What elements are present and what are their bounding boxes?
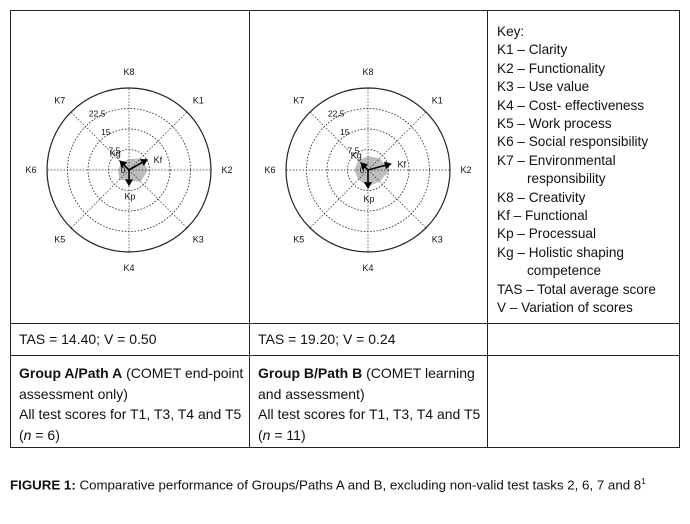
key-legend: Key: K1 – Clarity K2 – Functionality K3 – … (497, 23, 681, 318)
axis-label-k1: K1 (193, 96, 204, 106)
group-a-scores: All test scores for T1, T3, T4 and T5 (19, 406, 242, 423)
group-b-subtitle: (COMET learning and assessment) (258, 365, 475, 402)
axis-label-k5: K5 (54, 234, 65, 244)
arrow-kg-head (360, 162, 368, 170)
group-b-description: Group B/Path B (COMET learning and asses… (258, 363, 490, 445)
ring-label: 22,5 (89, 109, 106, 119)
column-divider-2 (487, 11, 488, 447)
arrow-kg-head (119, 160, 128, 169)
outer-ring (46, 87, 212, 253)
key-item: Kg – Holistic shaping (497, 244, 624, 260)
key-item: K1 – Clarity (497, 42, 568, 58)
outer-ring (285, 87, 451, 253)
arrow-kp-head (125, 179, 133, 187)
key-item-continuation: competence (527, 263, 602, 279)
tas-group-b: TAS = 19.20; V = 0.24 (258, 331, 396, 347)
axis-label-k4: K4 (362, 263, 373, 273)
spoke-line (70, 169, 130, 229)
grid-ring (87, 128, 171, 212)
key-item: K4 – Cost- effectiveness (497, 97, 645, 113)
arrow-kf-head (384, 161, 392, 170)
key-list: K1 – Clarity K2 – Functionality K3 – Use v… (497, 41, 681, 317)
figure-caption: FIGURE 1: Comparative performance of Gro… (10, 472, 670, 494)
spoke-line (128, 169, 188, 229)
figure-table: 0 7,5 15 22,5 K1 K2 K3 K4 K5 K6 K7 K8 Kf Kg Kp 0 7,5 15 2… (10, 10, 680, 448)
spoke-line (367, 169, 427, 229)
key-title: Key: (497, 24, 525, 39)
group-b-n-value: = 11) (270, 426, 306, 443)
ring-label: 0 (360, 165, 365, 175)
column-divider-1 (249, 11, 250, 447)
key-item: K2 – Functionality (497, 60, 606, 76)
key-item: K3 – Use value (497, 79, 590, 95)
row-divider-1 (11, 323, 679, 324)
caption-label: FIGURE 1: (10, 477, 76, 493)
axis-label-k8: K8 (362, 67, 373, 77)
arrow-label-kf: Kf (154, 155, 163, 165)
group-a-n-symbol: n (23, 426, 32, 443)
ring-label: 15 (340, 127, 350, 137)
ring-label: 7,5 (108, 146, 120, 156)
key-item: K6 – Social responsibility (497, 134, 649, 150)
axis-label-k8: K8 (123, 67, 134, 77)
key-item: V – Variation of scores (497, 300, 633, 316)
spoke-line (309, 169, 369, 229)
spoke-line (128, 111, 188, 171)
radar-chart-group-b: 0 7,5 15 22,5 K1 K2 K3 K4 K5 K6 K7 K8 Kf Kg Kp (250, 11, 488, 323)
group-a-n-value: = 6) (31, 426, 60, 443)
axis-label-k5: K5 (293, 234, 304, 244)
group-a-n-open: ( (19, 426, 24, 443)
arrow-kp-head (364, 182, 372, 190)
axis-label-k1: K1 (432, 96, 443, 106)
group-a-title: Group A/Path A (19, 365, 123, 381)
axis-label-k7: K7 (293, 96, 304, 106)
group-b-n-open: ( (258, 426, 263, 443)
key-item-continuation: responsibility (527, 171, 606, 187)
arrow-kf-head (139, 159, 148, 166)
caption-footnote: 1 (641, 477, 646, 486)
key-item: Kf – Functional (497, 208, 588, 224)
ring-label: 15 (101, 127, 111, 137)
row-divider-2 (11, 355, 679, 356)
group-b-scores: All test scores for T1, T3, T4 and T5 (258, 406, 481, 423)
arrow-kf-shaft (128, 161, 143, 171)
key-item: Kp – Processual (497, 226, 596, 242)
arrow-kg-shaft (364, 166, 369, 171)
spoke-line (367, 111, 427, 171)
group-b-title: Group B/Path B (258, 365, 363, 381)
arrow-kg-shaft (123, 164, 130, 171)
axis-label-k6: K6 (264, 165, 275, 175)
arrow-kf-shaft (367, 164, 386, 171)
key-item: TAS – Total average score (497, 281, 656, 297)
tas-group-a: TAS = 14.40; V = 0.50 (19, 331, 157, 347)
ring-label: 7,5 (347, 146, 359, 156)
arrow-label-kg: Kg (110, 148, 121, 158)
axis-label-k2: K2 (221, 165, 232, 175)
key-item: K7 – Environmental (497, 152, 616, 168)
caption-text: Comparative performance of Groups/Paths … (75, 477, 642, 493)
group-a-description: Group A/Path A (COMET end-point assessme… (19, 363, 251, 445)
axis-label-k6: K6 (25, 165, 36, 175)
key-item: K5 – Work process (497, 116, 612, 132)
key-item: K8 – Creativity (497, 189, 586, 205)
spoke-line (309, 111, 369, 171)
group-b-n-symbol: n (262, 426, 271, 443)
radar-chart-group-a: 0 7,5 15 22,5 K1 K2 K3 K4 K5 K6 K7 K8 Kf Kg Kp (11, 11, 249, 323)
group-a-subtitle: (COMET end-point assessment only) (19, 365, 244, 402)
axis-label-k4: K4 (123, 263, 134, 273)
arrow-label-kf: Kf (398, 160, 407, 170)
arrow-label-kp: Kp (363, 194, 374, 204)
ring-label: 0 (121, 165, 126, 175)
arrow-label-kp: Kp (124, 191, 135, 201)
grid-ring (326, 128, 410, 212)
axis-label-k3: K3 (432, 234, 443, 244)
arrow-label-kg: Kg (351, 150, 362, 160)
axis-label-k2: K2 (460, 165, 471, 175)
axis-label-k7: K7 (54, 96, 65, 106)
ring-label: 22,5 (328, 109, 345, 119)
axis-label-k3: K3 (193, 234, 204, 244)
